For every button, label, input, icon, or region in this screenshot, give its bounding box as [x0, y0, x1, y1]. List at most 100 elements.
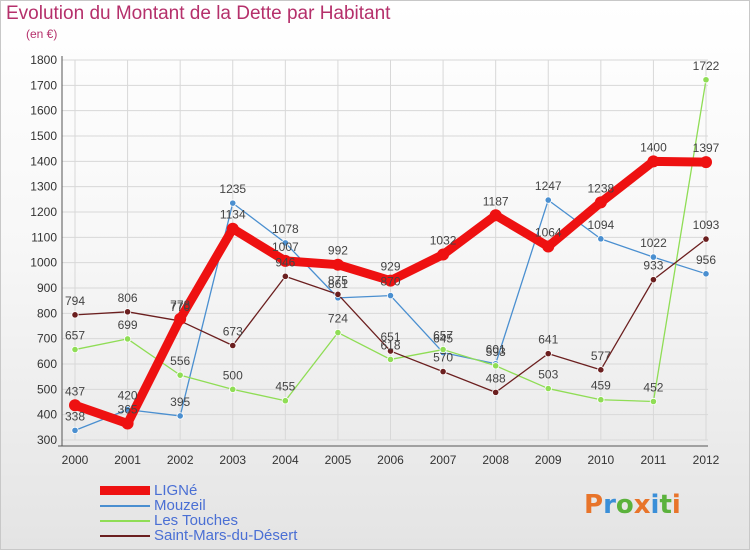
data-label: 1187	[483, 194, 509, 208]
data-point	[281, 272, 289, 280]
data-label: 1078	[272, 222, 299, 236]
data-point	[229, 385, 237, 393]
data-point	[331, 258, 344, 271]
y-tick-label: 1000	[30, 256, 57, 270]
proxiti-logo: Proxiti	[584, 490, 681, 520]
x-tick-label: 2004	[272, 453, 299, 467]
data-label: 651	[380, 330, 400, 344]
data-label: 1032	[430, 234, 457, 248]
legend-swatch-ligne	[100, 484, 150, 499]
data-point	[69, 399, 81, 412]
axes: 300 400 500 600 700 800 900 1000 1100 1200 1300 140…	[30, 53, 719, 467]
data-labels: 338 420 395 1235 1078 861 870 645 601 1247 1094 102…	[65, 59, 720, 424]
x-tick-label: 2002	[167, 453, 194, 467]
data-point	[229, 199, 237, 207]
x-tick-label: 2007	[430, 453, 457, 467]
data-label: 420	[118, 389, 138, 403]
data-point	[279, 254, 292, 267]
data-label: 570	[433, 351, 453, 365]
data-point	[386, 291, 395, 300]
data-point	[71, 311, 79, 319]
data-label: 778	[170, 298, 190, 312]
legend-swatch-mouzeil	[100, 499, 150, 514]
x-tick-label: 2008	[482, 453, 509, 467]
data-label: 699	[118, 318, 138, 332]
data-label: 992	[328, 244, 348, 258]
data-label: 1722	[693, 59, 720, 73]
data-label: 1235	[219, 182, 246, 196]
legend-label-saint-mars: Saint-Mars-du-Désert	[154, 527, 298, 544]
data-point	[542, 240, 555, 253]
data-point	[649, 253, 658, 261]
data-point	[386, 355, 395, 364]
data-point	[176, 412, 184, 420]
data-label: 1064	[535, 225, 562, 239]
y-tick-label: 1600	[30, 104, 57, 118]
data-point	[281, 239, 289, 247]
legend-swatch-saint-mars	[100, 529, 150, 544]
logo-letter: P	[584, 490, 604, 520]
data-point	[544, 350, 552, 358]
data-label: 1007	[272, 240, 299, 254]
data-label: 1397	[693, 141, 720, 155]
data-label: 724	[328, 312, 348, 326]
y-tick-label: 600	[37, 357, 57, 371]
legend-label-mouzeil: Mouzeil	[154, 497, 206, 514]
data-label: 861	[328, 277, 348, 291]
data-label: 365	[118, 403, 138, 417]
y-tick-label: 800	[37, 306, 57, 320]
data-point	[334, 290, 342, 298]
data-label: 933	[643, 259, 663, 273]
logo-letter: o	[615, 490, 634, 520]
chart-title: Evolution du Montant de la Dette par Hab…	[6, 3, 391, 24]
data-point	[702, 270, 710, 278]
data-point	[597, 366, 605, 374]
data-point	[71, 345, 79, 354]
data-label: 1134	[220, 208, 246, 222]
data-point	[544, 196, 552, 204]
x-tick-label: 2011	[641, 453, 667, 467]
x-tick-label: 2006	[377, 453, 404, 467]
legend-label-les-touches: Les Touches	[154, 512, 238, 529]
logo-letter: i	[671, 490, 681, 520]
data-label: 395	[170, 395, 190, 409]
data-label: 1022	[640, 236, 667, 250]
logo-letter: t	[659, 490, 672, 520]
data-label: 455	[275, 380, 295, 394]
y-tick-label: 700	[37, 332, 57, 346]
data-point	[174, 312, 187, 325]
data-point	[437, 248, 450, 261]
y-tick-label: 500	[37, 382, 57, 396]
logo-letter: r	[603, 490, 616, 520]
data-label: 437	[65, 384, 85, 398]
data-label: 338	[65, 409, 85, 423]
data-label: 641	[538, 333, 558, 347]
chart-subtitle: (en €)	[26, 27, 58, 41]
y-tick-label: 1300	[30, 180, 57, 194]
grid-lines	[62, 59, 708, 441]
y-tick-label: 1500	[30, 129, 57, 143]
data-point	[649, 397, 658, 406]
logo-letter: i	[650, 490, 660, 520]
data-point	[647, 155, 660, 168]
data-point	[544, 384, 552, 393]
data-label: 500	[223, 368, 243, 382]
x-tick-label: 2001	[114, 453, 141, 467]
data-point	[700, 156, 712, 169]
data-label: 618	[380, 338, 400, 352]
data-point	[281, 397, 289, 405]
data-point	[439, 345, 447, 354]
data-label: 875	[328, 273, 348, 287]
logo-letter: x	[633, 490, 651, 520]
line-chart: 300 400 500 600 700 800 900 1000 1100 1200 1300 140…	[30, 53, 720, 467]
data-point	[123, 308, 132, 316]
data-label: 929	[380, 260, 400, 274]
x-tick-label: 2010	[587, 453, 614, 467]
data-label: 1094	[587, 218, 614, 232]
x-tick-label: 2009	[535, 453, 562, 467]
x-tick-label: 2012	[693, 453, 720, 467]
data-point	[702, 235, 710, 243]
data-point	[123, 335, 132, 343]
data-point	[649, 276, 658, 284]
data-label: 452	[643, 380, 663, 394]
